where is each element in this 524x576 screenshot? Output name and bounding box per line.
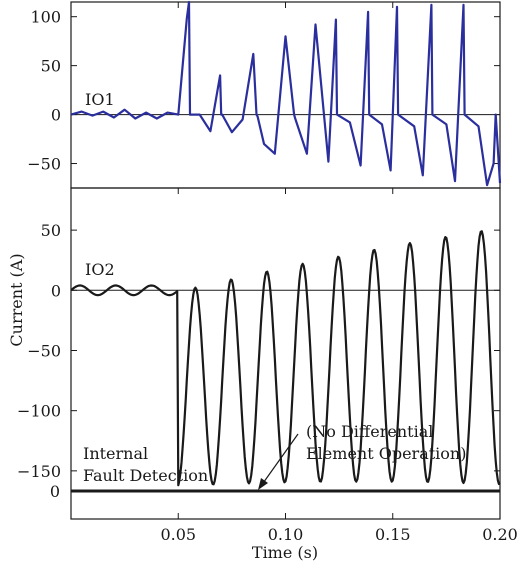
no-operation-label-line1: (No Differential xyxy=(306,422,433,441)
bottom-y-ticks: 50 0 −50 −100 −150 xyxy=(17,221,500,481)
digital-zero-label: 0 xyxy=(50,482,60,501)
bottom-y-tick-label-3: −100 xyxy=(17,402,61,421)
top-y-tick-label-0: 100 xyxy=(30,8,61,27)
no-operation-label-line2: Element Operation) xyxy=(306,444,466,463)
x-axis-title: Time (s) xyxy=(252,543,318,562)
x-tick-label-3: 0.20 xyxy=(482,525,518,544)
top-y-tick-label-1: 50 xyxy=(41,57,61,76)
bottom-y-tick-label-1: 0 xyxy=(51,281,61,300)
bottom-y-tick-label-2: −50 xyxy=(27,341,61,360)
x-tick-label-2: 0.15 xyxy=(375,525,411,544)
annotation-arrow-head xyxy=(258,478,268,490)
top-y-tick-label-2: 0 xyxy=(51,106,61,125)
fault-detection-label-line2: Fault Detection xyxy=(83,466,208,485)
io2-label: IO2 xyxy=(85,260,115,279)
io1-label: IO1 xyxy=(85,90,115,109)
top-y-ticks: 100 50 0 −50 xyxy=(27,8,500,174)
bottom-y-tick-label-0: 50 xyxy=(41,221,61,240)
x-tick-label-0: 0.05 xyxy=(160,525,196,544)
fault-detection-label-line1: Internal xyxy=(83,444,148,463)
annotation-arrow-line xyxy=(260,433,299,487)
bottom-y-tick-label-4: −150 xyxy=(17,462,61,481)
zero-lines xyxy=(71,114,500,291)
x-ticks: 0.05 0.10 0.15 0.20 xyxy=(160,2,518,544)
y-axis-title: Current (A) xyxy=(7,253,26,346)
x-tick-label-1: 0.10 xyxy=(268,525,304,544)
io1-series xyxy=(70,0,502,187)
io1-series-line xyxy=(70,0,502,187)
io2-series xyxy=(70,230,501,487)
top-panel-frame xyxy=(70,1,501,189)
io2-series-line xyxy=(70,230,501,487)
top-y-tick-label-3: −50 xyxy=(27,155,61,174)
